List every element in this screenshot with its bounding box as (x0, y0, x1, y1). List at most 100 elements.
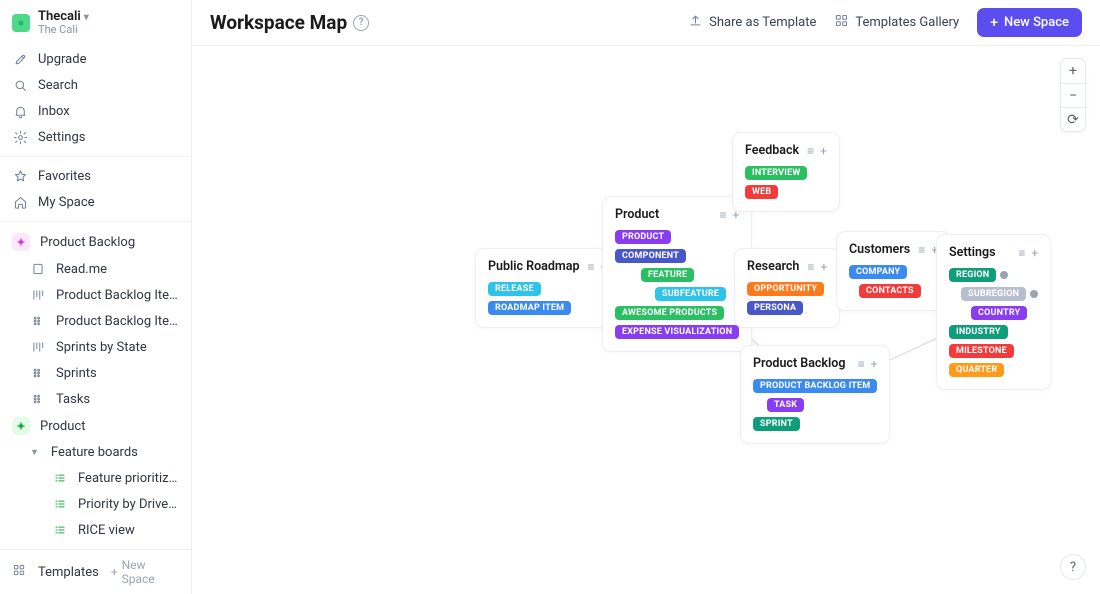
card-add-icon[interactable]: + (820, 144, 827, 158)
tag-industry[interactable]: INDUSTRY (949, 325, 1008, 339)
nav-settings[interactable]: Settings (0, 124, 191, 150)
chevron-down-icon: ▾ (84, 12, 89, 23)
tag-awesome-products[interactable]: AWESOME PRODUCTS (615, 306, 724, 320)
space-badge-icon: ✦ (12, 233, 30, 251)
tag-feature[interactable]: FEATURE (641, 268, 694, 282)
space-badge-icon: ✦ (12, 417, 30, 435)
workspace-subtitle: The Cali (38, 24, 89, 36)
templates-link[interactable]: Templates (38, 565, 99, 580)
page-title: Workspace Map ? (210, 11, 369, 34)
card-settings-icon[interactable]: ≡ (918, 243, 925, 257)
tag-opportunity[interactable]: OPPORTUNITY (747, 282, 824, 296)
workspace-name: Thecali (38, 10, 81, 24)
plus-icon: + (111, 565, 118, 579)
tag-task[interactable]: TASK (767, 398, 804, 412)
view-feature-prioritization[interactable]: Feature prioritiza... (0, 465, 191, 491)
sidebar-item-sprints-state[interactable]: Sprints by State (0, 334, 191, 360)
card-add-icon[interactable]: + (1031, 246, 1038, 260)
nav-myspace[interactable]: My Space (0, 189, 191, 215)
tag-country[interactable]: COUNTRY (971, 306, 1027, 320)
tag-product-backlog-item[interactable]: PRODUCT BACKLOG ITEM (753, 379, 877, 393)
tag-sprint[interactable]: SPRINT (753, 417, 800, 431)
nav-search[interactable]: Search (0, 72, 191, 98)
tag-roadmap-item[interactable]: ROADMAP ITEM (488, 301, 571, 315)
card-settings-icon[interactable]: ≡ (1018, 246, 1025, 260)
tag-web[interactable]: WEB (745, 185, 778, 199)
nav-inbox[interactable]: Inbox (0, 98, 191, 124)
board-icon (30, 287, 46, 303)
tag-subfeature[interactable]: SUBFEATURE (655, 287, 726, 301)
tag-region[interactable]: REGION (949, 268, 996, 282)
card-title: Public Roadmap (488, 259, 580, 274)
tag-dot-icon (1000, 271, 1008, 279)
caret-down-icon: ▼ (30, 447, 39, 458)
nav-upgrade[interactable]: Upgrade (0, 46, 191, 72)
sidebar-item-pbi-trunc[interactable]: Product Backlog Item... (0, 282, 191, 308)
card-settings-icon[interactable]: ≡ (719, 208, 726, 222)
map-card-customers[interactable]: Customers≡+COMPANYCONTACTS (836, 231, 951, 311)
sidebar-item-pbi[interactable]: Product Backlog Items (0, 308, 191, 334)
tag-product[interactable]: PRODUCT (615, 230, 671, 244)
tag-quarter[interactable]: QUARTER (949, 363, 1004, 377)
topbar: Workspace Map ? Share as Template Templa… (192, 0, 1100, 46)
workspace-map-canvas[interactable]: + − ⟳ ? Public Roadmap ≡ + RELEASE ROADMAP I… (192, 46, 1100, 594)
tag-dot-icon (1030, 290, 1038, 298)
map-card-product[interactable]: Product≡+PRODUCTCOMPONENTFEATURESUBFEATU… (602, 196, 752, 352)
tag-component[interactable]: COMPONENT (615, 249, 686, 263)
help-fab[interactable]: ? (1060, 554, 1086, 580)
sidebar-item-tasks[interactable]: Tasks (0, 386, 191, 412)
tag-expense-visualization[interactable]: EXPENSE VISUALIZATION (615, 325, 739, 339)
spaces-tree: ✦ Product Backlog Read.me Product Backlo… (0, 222, 191, 549)
nav-favorites[interactable]: Favorites (0, 163, 191, 189)
card-add-icon[interactable]: + (871, 357, 878, 371)
tag-contacts[interactable]: CONTACTS (859, 284, 921, 298)
view-priority-drivers[interactable]: Priority by Drivers (0, 491, 191, 517)
templates-gallery-button[interactable]: Templates Gallery (834, 13, 959, 32)
doc-icon (30, 261, 46, 277)
workspace-logo-icon (12, 14, 30, 32)
map-card-roadmap[interactable]: Public Roadmap≡+RELEASEROADMAP ITEM (475, 248, 620, 328)
plus-icon: + (990, 16, 998, 30)
card-title: Research (747, 259, 799, 274)
workspace-switcher[interactable]: Thecali ▾ The Cali (0, 0, 191, 40)
new-space-button[interactable]: + New Space (977, 8, 1082, 37)
zoom-controls: + − ⟳ (1060, 58, 1086, 132)
card-settings-icon[interactable]: ≡ (858, 357, 865, 371)
home-icon (12, 194, 28, 210)
map-card-backlog[interactable]: Product Backlog≡+PRODUCT BACKLOG ITEMTAS… (740, 345, 890, 444)
zoom-out-button[interactable]: − (1061, 83, 1085, 107)
tag-release[interactable]: RELEASE (488, 282, 541, 296)
tag-interview[interactable]: INTERVIEW (745, 166, 807, 180)
space-product[interactable]: ✦ Product (0, 412, 191, 440)
list-icon (52, 522, 68, 538)
card-title: Settings (949, 245, 996, 260)
card-settings-icon[interactable]: ≡ (807, 260, 814, 274)
tag-milestone[interactable]: MILESTONE (949, 344, 1014, 358)
folder-feature-boards[interactable]: ▼ Feature boards (0, 440, 191, 465)
tag-company[interactable]: COMPANY (849, 265, 907, 279)
card-add-icon[interactable]: + (820, 260, 827, 274)
star-icon (12, 168, 28, 184)
tag-subregion[interactable]: SUBREGION (961, 287, 1026, 301)
view-rice[interactable]: RICE view (0, 517, 191, 543)
templates-icon (12, 563, 26, 581)
zoom-in-button[interactable]: + (1061, 59, 1085, 83)
card-title: Product (615, 207, 659, 222)
tag-persona[interactable]: PERSONA (747, 301, 803, 315)
gear-icon (12, 129, 28, 145)
new-space-link[interactable]: + New Space (111, 558, 179, 586)
help-icon[interactable]: ? (353, 15, 369, 31)
zoom-reset-button[interactable]: ⟳ (1061, 107, 1085, 131)
sidebar-item-sprints[interactable]: Sprints (0, 360, 191, 386)
main: Workspace Map ? Share as Template Templa… (192, 0, 1100, 594)
map-card-research[interactable]: Research ≡ + OPPORTUNITY PERSONA (734, 248, 840, 328)
map-card-settings[interactable]: Settings ≡ + REGION SUBREGION COUNTRY INDUSTRY… (936, 234, 1051, 390)
share-template-button[interactable]: Share as Template (688, 13, 816, 32)
sidebar-item-readme[interactable]: Read.me (0, 256, 191, 282)
space-product-backlog[interactable]: ✦ Product Backlog (0, 228, 191, 256)
card-title: Feedback (745, 143, 799, 158)
card-settings-icon[interactable]: ≡ (588, 260, 595, 274)
map-card-feedback[interactable]: Feedback ≡ + INTERVIEW WEB (732, 132, 840, 212)
board-icon (30, 339, 46, 355)
card-settings-icon[interactable]: ≡ (807, 144, 814, 158)
